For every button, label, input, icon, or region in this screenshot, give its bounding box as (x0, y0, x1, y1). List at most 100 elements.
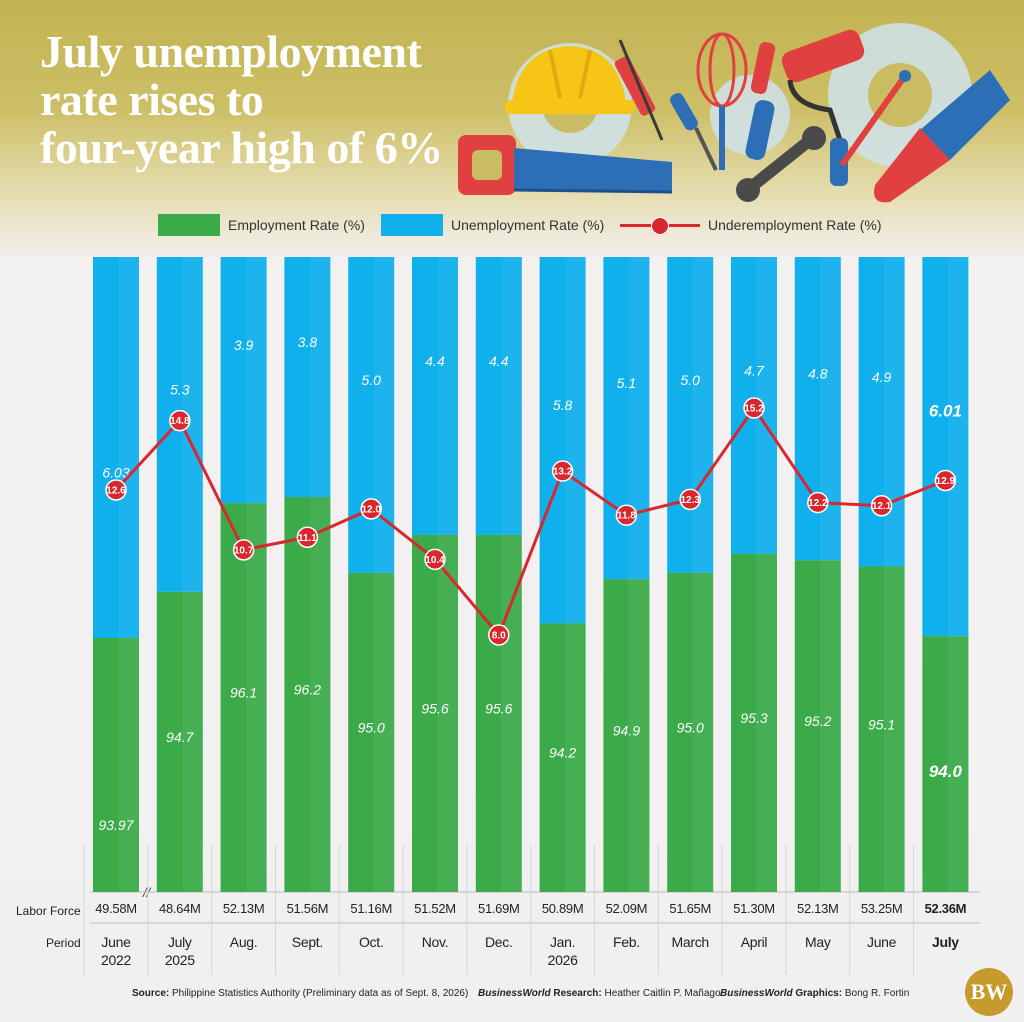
unemployment-value-label: 5.1 (617, 375, 636, 391)
research-name: Heather Caitlin P. Mañago (604, 988, 721, 999)
period-label: June (101, 934, 131, 950)
underemployment-point (807, 491, 829, 514)
labor-force-value: 51.69M (478, 901, 520, 916)
unemployment-value-label: 5.0 (680, 372, 700, 388)
unemployment-value-label: 5.0 (361, 372, 381, 388)
employment-bar (539, 623, 586, 892)
underemployment-value-label: 13.2 (553, 467, 573, 478)
labor-force-value: 51.16M (350, 901, 392, 916)
underemployment-point (743, 397, 765, 419)
graphics-credit: BusinessWorld Graphics: Bong R. Fortin (720, 988, 909, 999)
period-label: May (805, 934, 831, 950)
underemployment-point (105, 479, 127, 501)
source-label: Source: (132, 988, 170, 999)
period-label: 2022 (101, 952, 131, 968)
period-label: Oct. (359, 934, 383, 950)
period-label: 2025 (165, 952, 195, 968)
unemployment-bar (667, 257, 714, 573)
period-label: March (671, 934, 708, 950)
period-label: Feb. (613, 934, 640, 950)
labor-force-value: 49.58M (95, 901, 137, 916)
underemployment-value-label: 12.1 (872, 501, 892, 512)
employment-value-label: 95.6 (421, 700, 448, 716)
employment-bar (794, 560, 841, 892)
labor-force-value: 51.30M (733, 901, 775, 916)
screwdriver-icon (670, 93, 718, 171)
source-credit: Source: Philippine Statistics Authority … (132, 988, 468, 999)
graphics-name: Bong R. Fortin (844, 988, 910, 999)
underemployment-value-label: 11.8 (617, 511, 636, 522)
legend-unemployment-swatch (381, 214, 443, 236)
labor-force-value: 51.65M (669, 901, 711, 916)
labor-force-value: 52.13M (797, 901, 839, 916)
graphics-label: Graphics: (795, 988, 843, 999)
unemployment-value-label: 4.9 (872, 369, 892, 385)
employment-value-label: 95.0 (358, 719, 385, 735)
legend-underemployment: Underemployment Rate (%) (620, 214, 882, 236)
employment-bar (922, 636, 969, 892)
unemployment-bar (220, 257, 267, 504)
unemployment-value-label: 4.4 (489, 353, 509, 369)
unemployment-value-label: 3.8 (298, 334, 318, 350)
period-label: Sept. (292, 934, 323, 950)
screwdriver-red-icon (745, 42, 776, 160)
unemployment-value-label: 6.01 (929, 402, 962, 421)
underemployment-point (679, 488, 701, 511)
period-label: June (867, 934, 897, 950)
employment-value-label: 96.1 (230, 685, 257, 701)
period-label: 2026 (548, 952, 578, 968)
labor-force-value: 52.13M (223, 901, 265, 916)
research-brand: BusinessWorld (478, 988, 551, 999)
bar-shade (118, 257, 139, 892)
graphics-brand: BusinessWorld (720, 988, 793, 999)
period-label: July (168, 934, 192, 950)
businessworld-logo: BW (965, 968, 1013, 1016)
employment-value-label: 95.2 (804, 713, 831, 729)
whisk-icon (696, 32, 748, 170)
period-label: April (741, 934, 768, 950)
period-label: July (932, 934, 959, 950)
unemployment-bar (922, 257, 969, 637)
employment-value-label: 94.2 (549, 745, 576, 761)
unemployment-value-label: 4.7 (744, 362, 765, 378)
syringe-icon (614, 39, 664, 141)
employment-value-label: 95.0 (677, 719, 704, 735)
paint-roller-icon (781, 29, 865, 186)
underemployment-point (551, 460, 574, 482)
bar-shade (182, 257, 203, 892)
underemployment-value-label: 12.2 (808, 498, 828, 509)
employment-value-label: 95.1 (868, 716, 895, 732)
legend: Employment Rate (%) Unemployment Rate (%… (0, 214, 1024, 242)
bar-shade (947, 257, 969, 892)
research-label: Research: (553, 988, 602, 999)
bar-shade (883, 257, 905, 892)
unemployment-value-label: 4.8 (808, 366, 828, 382)
employment-bar (412, 534, 458, 892)
labor-force-value: 52.09M (606, 901, 648, 916)
underemployment-value-label: 15.2 (744, 404, 764, 415)
period-label: Aug. (230, 934, 258, 950)
employment-value-label: 95.6 (485, 700, 512, 716)
period-label: Nov. (422, 934, 449, 950)
underemployment-point (360, 498, 382, 520)
underemployment-value-label: 14.8 (170, 416, 190, 427)
tools-illustration (458, 23, 1010, 203)
period-header: Period (46, 936, 81, 950)
saw-icon (458, 135, 673, 195)
underemployment-value-label: 12.3 (680, 495, 700, 506)
employment-value-label: 94.7 (166, 729, 194, 745)
labor-force-value: 52.36M (925, 901, 967, 916)
underemployment-point (488, 624, 510, 646)
legend-underemployment-label: Underemployment Rate (%) (708, 217, 882, 233)
labor-force-value: 50.89M (542, 901, 584, 916)
title-line-3: four-year high of 6% (40, 122, 443, 173)
employment-bar (156, 591, 203, 892)
underemployment-line (114, 406, 946, 637)
underemployment-value-label: 8.0 (492, 631, 506, 642)
unemployment-bar (412, 257, 458, 535)
bar-shade (309, 257, 331, 892)
research-credit: BusinessWorld Research: Heather Caitlin … (478, 988, 721, 999)
bar-shade (373, 257, 395, 892)
unemployment-bar (284, 257, 331, 497)
